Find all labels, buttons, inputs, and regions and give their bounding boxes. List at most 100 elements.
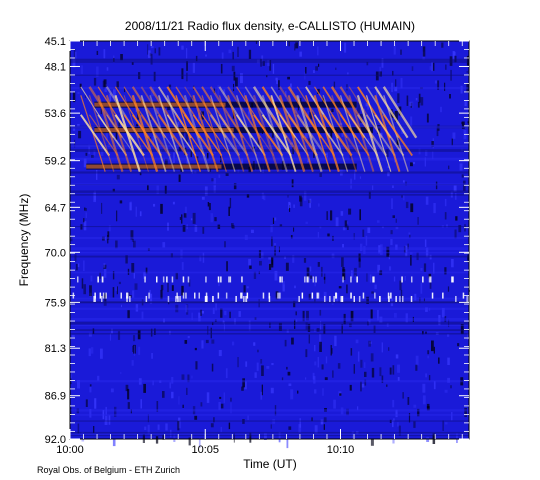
noise-streak <box>332 235 334 241</box>
noise-streak <box>344 42 347 53</box>
noise-streak <box>113 58 115 62</box>
noise-streak <box>322 95 325 104</box>
noise-streak <box>455 193 457 200</box>
y-tick-label: 92.0 <box>45 434 66 446</box>
noise-streak <box>381 342 383 353</box>
noise-streak <box>213 178 216 187</box>
burst-streak <box>365 114 396 157</box>
noise-streak <box>208 203 211 211</box>
noise-streak <box>152 380 154 386</box>
channel-band <box>70 74 469 76</box>
noise-streak <box>154 48 156 54</box>
noise-streak <box>364 362 366 368</box>
noise-streak <box>392 185 394 188</box>
rfi-dash <box>333 295 335 302</box>
noise-streak <box>70 407 72 417</box>
noise-streak <box>269 322 271 328</box>
noise-streak <box>221 52 224 60</box>
noise-streak <box>127 388 130 400</box>
noise-streak <box>403 246 406 254</box>
noise-streak <box>306 310 309 321</box>
channel-band <box>70 252 469 254</box>
noise-streak <box>386 384 388 387</box>
noise-streak <box>287 371 291 376</box>
noise-streak <box>233 71 236 81</box>
noise-streak <box>464 408 467 417</box>
rfi-dash <box>411 276 413 283</box>
rfi-dash <box>442 292 444 299</box>
noise-streak <box>133 240 136 248</box>
noise-streak <box>205 54 207 57</box>
rfi-dash <box>388 295 390 302</box>
noise-streak <box>415 98 418 101</box>
noise-streak <box>455 216 458 221</box>
noise-streak <box>182 404 184 408</box>
rfi-dash <box>410 295 413 302</box>
noise-streak <box>295 319 298 322</box>
noise-streak <box>304 72 306 80</box>
noise-streak <box>346 408 349 416</box>
noise-streak <box>453 185 457 192</box>
noise-streak <box>186 72 188 82</box>
burst-streak <box>270 95 297 172</box>
channel-band <box>70 194 469 196</box>
noise-streak <box>381 58 384 68</box>
noise-streak <box>260 391 263 400</box>
noise-streak <box>133 345 135 356</box>
noise-streak <box>249 432 252 443</box>
noise-streak <box>461 121 465 129</box>
noise-streak <box>247 111 251 120</box>
noise-streak <box>314 276 316 287</box>
noise-streak <box>181 45 184 50</box>
burst-streak <box>244 114 275 156</box>
noise-streak <box>452 51 455 60</box>
noise-streak <box>194 347 197 351</box>
noise-streak <box>181 68 184 80</box>
noise-streak <box>88 144 91 155</box>
noise-streak <box>456 433 458 443</box>
noise-streak <box>127 268 130 275</box>
noise-streak <box>395 218 397 223</box>
noise-streak <box>287 76 290 80</box>
noise-streak <box>433 262 435 274</box>
noise-streak <box>219 396 222 399</box>
noise-streak <box>393 276 396 282</box>
noise-streak <box>264 433 267 440</box>
burst-streak <box>244 95 271 172</box>
noise-streak <box>431 141 434 148</box>
noise-streak <box>133 273 135 279</box>
noise-streak <box>394 86 398 92</box>
rfi-dash <box>156 276 158 283</box>
noise-streak <box>460 324 464 335</box>
noise-streak <box>360 381 362 392</box>
noise-streak <box>415 364 418 371</box>
rfi-dash <box>176 292 178 299</box>
noise-streak <box>220 156 222 163</box>
noise-streak <box>406 95 409 106</box>
noise-streak <box>211 363 214 372</box>
noise-streak <box>429 66 432 70</box>
channel-band <box>70 414 469 416</box>
noise-streak <box>466 126 469 129</box>
noise-streak <box>387 172 390 177</box>
noise-streak <box>377 220 380 223</box>
noise-streak <box>107 143 111 148</box>
noise-streak <box>467 254 469 261</box>
rfi-dash <box>324 295 326 302</box>
noise-streak <box>168 84 172 92</box>
burst-streak <box>201 95 227 172</box>
noise-streak <box>109 333 111 341</box>
noise-streak <box>440 106 442 113</box>
noise-streak <box>370 309 373 319</box>
burst-streak <box>88 114 119 156</box>
noise-streak <box>357 351 360 362</box>
noise-streak <box>386 246 390 257</box>
noise-streak <box>293 300 296 308</box>
noise-streak <box>243 92 245 103</box>
noise-streak <box>211 178 214 182</box>
noise-streak <box>380 41 382 46</box>
noise-streak <box>116 286 118 295</box>
noise-streak <box>108 415 111 425</box>
noise-streak <box>441 307 445 318</box>
